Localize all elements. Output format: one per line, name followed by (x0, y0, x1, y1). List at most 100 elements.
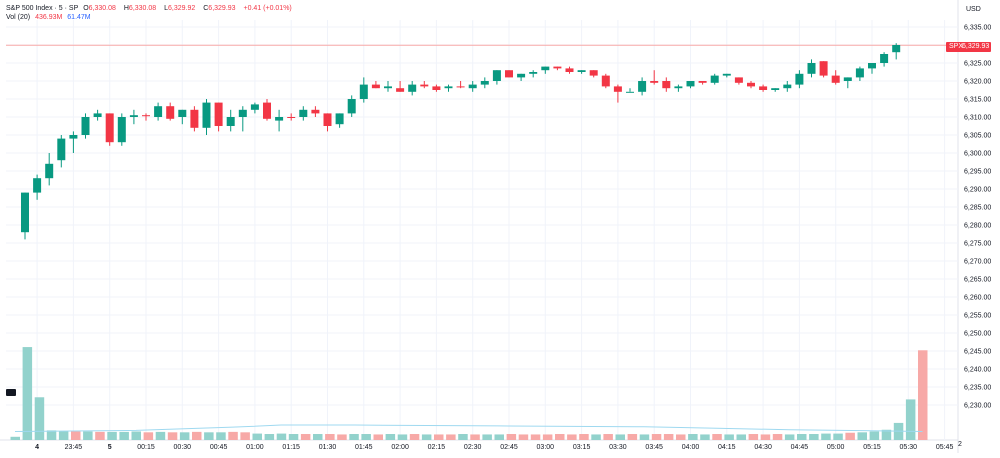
candle-body (831, 75, 840, 83)
collapse-pane-icon[interactable] (6, 389, 16, 396)
candle-body (250, 104, 259, 110)
volume-bar (143, 432, 154, 440)
candle-body (178, 109, 187, 117)
candle-body (190, 109, 199, 128)
last-price-badge: SPX 6,329.93 (946, 42, 991, 52)
volume-bar (603, 434, 613, 440)
y-tick-label: 6,325.00 (964, 61, 991, 68)
volume-bar (264, 434, 275, 440)
low-value: 6,329.92 (168, 5, 196, 12)
candle-body (734, 77, 743, 83)
volume-bar (155, 431, 166, 440)
candle-body (263, 102, 271, 119)
y-tick-label: 6,320.00 (964, 79, 991, 86)
x-tick-label: 02:30 (464, 444, 482, 451)
candle-body (686, 81, 695, 87)
open-value: 6,330.08 (88, 5, 116, 12)
x-tick-label: 05:30 (900, 444, 918, 451)
candle-body (553, 66, 562, 69)
y-tick-label: 6,315.00 (964, 97, 991, 104)
candle-body (69, 135, 78, 139)
volume-bar (627, 434, 638, 440)
volume-label: Vol (20) (6, 14, 31, 21)
volume-bar (663, 434, 674, 440)
y-tick-label: 6,305.00 (964, 133, 991, 140)
y-tick-label: 6,235.00 (964, 385, 991, 392)
candle-body (347, 99, 356, 114)
volume-bar (797, 434, 807, 440)
candle-body (81, 117, 90, 135)
candle-body (226, 117, 235, 126)
volume-bar (10, 436, 20, 440)
volume-bar (494, 434, 504, 440)
candle-body (492, 70, 501, 81)
y-tick-label: 6,275.00 (964, 241, 991, 248)
x-tick-label: 01:45 (355, 444, 373, 451)
candle-body (323, 113, 332, 126)
y-tick-label: 6,310.00 (964, 115, 991, 122)
volume-bar (325, 434, 335, 440)
candle-body (299, 109, 308, 117)
volume-bar (518, 434, 529, 440)
candle-body (384, 86, 392, 89)
candle-body (795, 73, 804, 85)
candle-body (868, 63, 876, 69)
candle-body (335, 113, 344, 125)
candle-body (613, 86, 622, 92)
volume-bar (676, 434, 686, 440)
volume-value: 436.93M (35, 14, 63, 21)
candle-body (129, 115, 138, 117)
x-tick-label: 5 (108, 444, 112, 451)
x-tick-label: 01:15 (282, 444, 300, 451)
candle-body (154, 106, 163, 117)
candle-body (311, 109, 320, 114)
timezone-side-number[interactable]: 2 (958, 441, 962, 448)
candle-body (408, 84, 417, 92)
candle-body (710, 75, 719, 83)
y-tick-label: 6,260.00 (964, 295, 991, 302)
price-badge-value: 6,329.93 (962, 43, 990, 50)
candle-body (117, 117, 126, 143)
candle-body (275, 117, 284, 121)
volume-bar (591, 434, 601, 440)
x-tick-label: 03:45 (645, 444, 663, 451)
volume-bar (167, 432, 178, 440)
volume-bar (615, 434, 625, 440)
price-badge-symbol: SPX (949, 43, 964, 50)
candle-body (892, 45, 901, 53)
currency-label[interactable]: USD (966, 6, 981, 13)
candle-body (771, 88, 780, 90)
volume-bar (131, 431, 141, 440)
volume-bar (385, 434, 396, 440)
candle-body (880, 54, 889, 63)
volume-bar (555, 434, 565, 440)
y-tick-label: 6,290.00 (964, 187, 991, 194)
candle-body (21, 192, 29, 233)
volume-bar (240, 432, 250, 440)
volume-bar (22, 347, 33, 440)
volume-bar (542, 434, 553, 440)
candle-body (142, 115, 150, 117)
candle-body (166, 106, 175, 119)
candle-body (480, 81, 489, 85)
x-tick-label: 02:45 (500, 444, 518, 451)
candle-body (565, 68, 574, 72)
volume-bar (905, 399, 916, 440)
volume-bar (373, 434, 383, 440)
candle-body (601, 75, 610, 87)
x-tick-label: 03:15 (573, 444, 591, 451)
volume-bar (192, 431, 202, 440)
candle-body (505, 70, 513, 78)
volume-bar (833, 433, 843, 440)
volume-bar (784, 434, 795, 440)
candle-body (45, 163, 54, 179)
volume-bar (95, 431, 105, 440)
y-tick-label: 6,295.00 (964, 169, 991, 176)
y-tick-label: 6,230.00 (964, 403, 991, 410)
symbol-title: S&P 500 Index · 5 · SP (6, 5, 79, 12)
candle-body (807, 63, 816, 74)
volume-bar (252, 433, 262, 440)
candle-body (747, 82, 755, 87)
